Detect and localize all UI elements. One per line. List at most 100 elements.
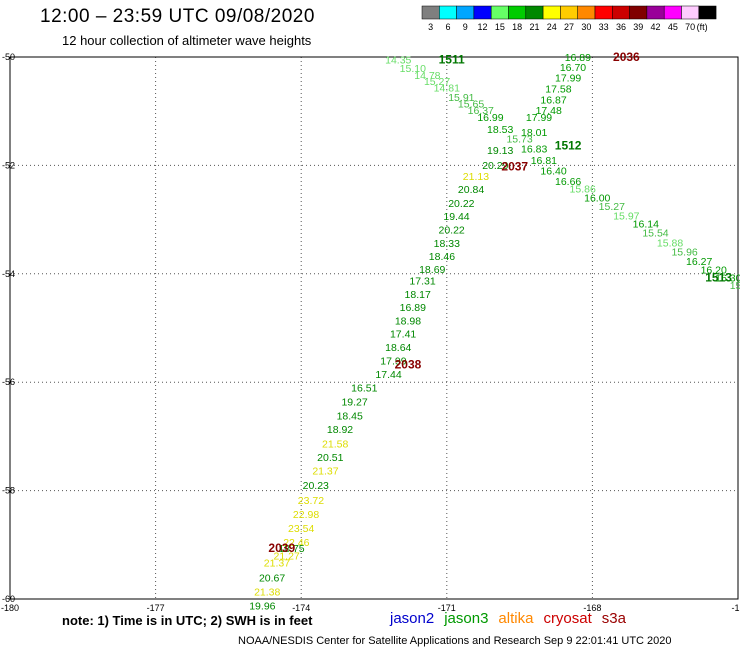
colorbar-label: 3: [428, 22, 433, 32]
colorbar-label: 18: [512, 22, 522, 32]
colorbar-label: 39: [633, 22, 643, 32]
wave-height-value: 21.37: [264, 558, 290, 570]
y-tick-label: -50: [2, 52, 15, 62]
wave-height-value: 19.44: [443, 211, 469, 223]
lat-lon-grid: [10, 57, 738, 599]
colorbar-label: 45: [668, 22, 678, 32]
x-tick-label: -16: [731, 603, 740, 613]
colorbar-label: 70: [685, 22, 695, 32]
wave-height-value: 17.31: [409, 275, 435, 287]
pass-time-label: 2038: [395, 357, 422, 371]
wave-height-value: 21.37: [312, 466, 338, 478]
wave-height-value: 19.96: [249, 601, 275, 613]
x-tick-label: -171: [438, 603, 456, 613]
satellite-legend: jason2 jason3 altika cryosat s3a: [390, 610, 636, 627]
wave-height-value: 20.23: [303, 480, 329, 492]
x-tick-label: -177: [147, 603, 165, 613]
x-tick-label: -168: [583, 603, 601, 613]
pass-time-labels: 1511 2036 1512 2037 1513 2038 2039: [268, 50, 732, 555]
pass-time-label: 1512: [555, 138, 582, 152]
wave-height-value: 18.46: [429, 251, 455, 263]
wave-height-value: 16.00: [584, 192, 610, 204]
footer-credit: NOAA/NESDIS Center for Satellite Applica…: [238, 635, 672, 647]
colorbar-swatch: [560, 5, 578, 20]
pass-time-label: 2036: [613, 50, 640, 64]
wave-height-value: 18.64: [385, 342, 411, 354]
colorbar-swatch: [646, 5, 665, 20]
footer-note: note: 1) Time is in UTC; 2) SWH is in fe…: [62, 613, 313, 628]
satellite-legend-jason2: jason2: [390, 610, 435, 627]
wave-height-value: 16.66: [555, 176, 581, 188]
wave-height-value: 15.96: [671, 247, 697, 259]
wave-height-value: 23.72: [298, 495, 324, 507]
wave-height-value: 19.13: [487, 145, 513, 157]
wave-height-value: 16.27: [686, 256, 712, 268]
wave-height-value: 17.99: [380, 356, 406, 368]
wave-height-value: 16.14: [633, 218, 659, 230]
wave-height-value: 21.38: [254, 586, 280, 598]
colorbar-swatch: [421, 5, 440, 20]
wave-height-value: 18.01: [521, 127, 547, 139]
wave-height-value: 18.45: [337, 410, 363, 422]
wave-height-value: 18.92: [327, 424, 353, 436]
wave-height-value: 17.44: [375, 369, 401, 381]
satellite-legend-s3a: s3a: [601, 610, 626, 627]
pass-time-label: 2039: [268, 541, 295, 555]
colorbar-swatch: [681, 5, 700, 20]
wave-height-value: 17.58: [545, 83, 571, 95]
wave-height-value: 15.27: [599, 201, 625, 213]
wave-height-value: 15.86: [570, 184, 596, 196]
wave-height-value: 15.73: [506, 133, 532, 145]
wave-height-value: 14.35: [385, 55, 411, 67]
y-tick-label: -56: [2, 377, 15, 387]
pass-time-label: 1513: [705, 271, 732, 285]
wave-height-value: 15.97: [613, 210, 639, 222]
colorbar-swatch: [594, 5, 613, 20]
y-tick-label: -60: [2, 594, 15, 604]
wave-height-value: 21.13: [463, 171, 489, 183]
colorbar-swatch: [577, 5, 596, 20]
wave-height-value: 16.87: [540, 94, 566, 106]
wave-height-value: 16.70: [560, 62, 586, 74]
colorbar-label: 33: [599, 22, 609, 32]
wave-height-value: 17.99: [555, 73, 581, 85]
wave-height-value: 17.99: [526, 112, 552, 124]
wave-height-value: 18.69: [419, 264, 445, 276]
colorbar-unit: (ft): [697, 22, 708, 32]
wave-height-value: 18.98: [395, 315, 421, 327]
wave-height-value: 20.67: [259, 572, 285, 584]
wave-height-value: 22.98: [293, 509, 319, 521]
x-tick-label: -174: [292, 603, 310, 613]
colorbar-label: 12: [478, 22, 488, 32]
wave-height-value: 15.65: [458, 99, 484, 111]
satellite-legend-jason3: jason3: [444, 610, 489, 627]
wave-height-value: 16.20: [701, 264, 727, 276]
page-subtitle: 12 hour collection of altimeter wave hei…: [62, 33, 312, 48]
wave-height-value: 16.37: [468, 105, 494, 117]
wave-height-value: 15.27: [424, 76, 450, 88]
wave-height-value: 14.78: [414, 70, 440, 82]
colorbar-label: 36: [616, 22, 626, 32]
wave-height-value: 18.75: [278, 543, 304, 555]
wave-height-value: 18.33: [434, 238, 460, 250]
swh-colorbar: 3 6 9 12 15 18 21 24 27 30 33 36 39 42 45 70 (ft): [421, 5, 717, 32]
wave-height-value: 18.53: [487, 124, 513, 136]
colorbar-swatch: [508, 5, 527, 20]
satellite-legend-cryosat: cryosat: [543, 610, 592, 627]
axis-labels: -180 -177 -174 -171 -168 -16 -50 -52 -54 -56 -58 -6…: [1, 52, 740, 613]
wave-height-value: 15.54: [642, 228, 668, 240]
wave-height-value: 15.99: [730, 280, 740, 292]
wave-height-value: 19.27: [341, 397, 367, 409]
colorbar-swatch: [698, 5, 717, 20]
colorbar-label: 27: [564, 22, 574, 32]
wave-height-value: 15.10: [400, 63, 426, 75]
wave-height-value: 15.88: [657, 237, 683, 249]
wave-height-value: 20.51: [317, 452, 343, 464]
wave-height-labels: 14.3515.1014.7815.2714.8115.9115.6516.37…: [249, 52, 740, 613]
x-tick-label: -180: [1, 603, 19, 613]
colorbar-swatch: [612, 5, 630, 20]
wave-height-value: 23.54: [288, 523, 314, 535]
wave-height-value: 20.22: [448, 198, 474, 210]
page-title: 12:00 – 23:59 UTC 09/08/2020: [40, 6, 315, 27]
colorbar-label: 15: [495, 22, 505, 32]
